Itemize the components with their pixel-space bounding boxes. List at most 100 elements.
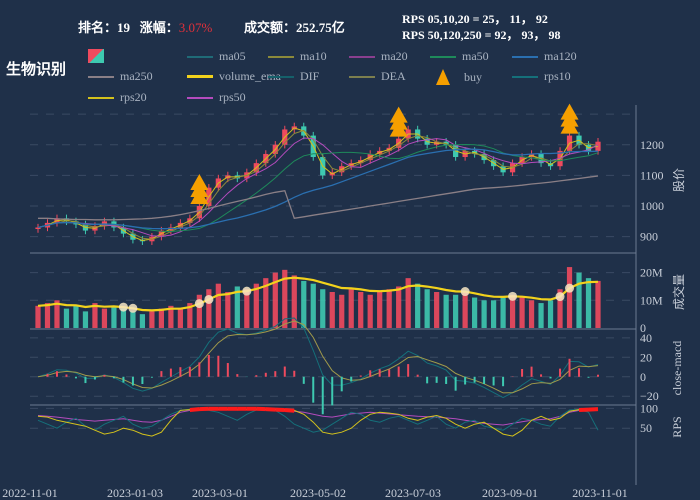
legend-label: rps20 [120, 90, 147, 104]
volume-bar [434, 292, 440, 328]
macd-bar [103, 374, 106, 377]
line-swatch-icon [268, 55, 294, 58]
legend-label: ma10 [300, 49, 327, 63]
macd-bar [340, 376, 343, 392]
candle-body [595, 141, 601, 151]
volume-bar [576, 272, 582, 328]
volume-bar [462, 292, 468, 328]
line-swatch-icon [187, 75, 213, 78]
volume-bar [547, 300, 554, 328]
volume-bar [101, 308, 108, 328]
volume-bar [358, 292, 364, 328]
volume-bar [348, 289, 354, 328]
legend-item-DEA[interactable]: DEA [349, 69, 406, 84]
macd-bar [188, 366, 191, 377]
macd-bar [141, 376, 144, 385]
y-tick-label: 1000 [640, 199, 664, 213]
macd-bar [122, 376, 125, 383]
legend-item-ma50[interactable]: ma50 [430, 49, 489, 64]
volume-bar [158, 308, 164, 328]
macd-bar [559, 368, 562, 377]
macd-bar [84, 376, 87, 384]
macd-bar [359, 375, 362, 377]
macd-bar [426, 376, 429, 384]
volume-bar [405, 278, 411, 328]
volume-bar [92, 303, 98, 328]
volume-bar [139, 314, 146, 328]
line-swatch-icon [349, 55, 375, 58]
volume-bar [111, 305, 117, 328]
line-swatch-icon [187, 55, 213, 58]
x-tick-label: 2023-07-03 [385, 486, 441, 500]
macd-bar [597, 374, 599, 377]
macd-bar [217, 355, 220, 377]
volume-bar [490, 300, 497, 328]
macd-bar [492, 376, 495, 386]
rps10-line [37, 408, 599, 433]
legend-item-ma250[interactable]: ma250 [88, 69, 153, 84]
volume-ema-marker [565, 283, 575, 293]
macd-bar [150, 376, 153, 378]
x-tick-label: 2023-03-01 [192, 486, 248, 500]
macd-bar [587, 376, 590, 378]
macd-bar [293, 370, 296, 377]
axis-title: RPS [670, 416, 684, 437]
volume-bar [168, 305, 174, 328]
volume-bar [272, 272, 278, 328]
legend-item-ma05[interactable]: ma05 [187, 49, 246, 64]
buy-icon [560, 103, 579, 134]
macd-bar [93, 376, 96, 380]
legend-item-ma120[interactable]: ma120 [512, 49, 577, 64]
rps-highlight [284, 407, 295, 413]
volume-bar [187, 303, 193, 328]
ma120-line [37, 148, 599, 230]
legend-item-rps20[interactable]: rps20 [88, 90, 147, 105]
volume-bar [566, 267, 573, 328]
macd-bar [473, 376, 476, 383]
buy-icon [436, 69, 450, 85]
legend-item-ma10[interactable]: ma10 [268, 49, 327, 64]
volume-ema-marker [204, 294, 214, 304]
rps-long: RPS 50,120,250 = 92， 93， 98 [402, 28, 561, 42]
volume-bar [453, 294, 459, 328]
legend-item-rps50[interactable]: rps50 [187, 90, 246, 105]
legend-label: rps10 [544, 69, 571, 83]
volume-bar [73, 305, 79, 328]
volume-bar [538, 303, 544, 328]
change-value: 3.07% [178, 20, 213, 35]
macd-bar [46, 373, 49, 377]
volume-bar [557, 289, 563, 328]
legend-item-buy[interactable]: buy [430, 69, 482, 85]
legend-item-rps10[interactable]: rps10 [512, 69, 571, 84]
volume-bar [206, 289, 212, 328]
y-tick-label: 20 [640, 350, 652, 364]
y-tick-label: 10M [640, 293, 663, 307]
volume-bar [595, 280, 601, 328]
volume-bar [585, 278, 592, 328]
volume-bar [519, 297, 525, 328]
volume-bar [291, 275, 297, 328]
legend-item-volume_ema[interactable]: volume_ema [187, 69, 281, 84]
volume-bar [149, 311, 155, 328]
dea-line [37, 320, 599, 394]
x-tick-label: 2022-11-01 [2, 486, 58, 500]
macd-bar [378, 369, 381, 377]
volume-bar [500, 297, 506, 328]
legend-item-DIF[interactable]: DIF [268, 69, 319, 84]
volume-bar [282, 269, 288, 328]
legend-item-ma20[interactable]: ma20 [349, 49, 408, 64]
legend-item-candle[interactable] [88, 49, 114, 63]
macd-bar [236, 374, 239, 377]
volume-ema-marker [508, 291, 518, 301]
buy-icon [389, 106, 408, 137]
macd-bar [549, 376, 552, 379]
line-swatch-icon [88, 75, 114, 78]
macd-bar [435, 376, 438, 383]
macd-bar [207, 354, 210, 377]
legend-label: DIF [300, 69, 320, 83]
axis-title: close-macd [670, 341, 684, 396]
macd-bar [160, 371, 163, 377]
ma05-line [37, 127, 599, 242]
legend-label: ma05 [219, 49, 246, 63]
